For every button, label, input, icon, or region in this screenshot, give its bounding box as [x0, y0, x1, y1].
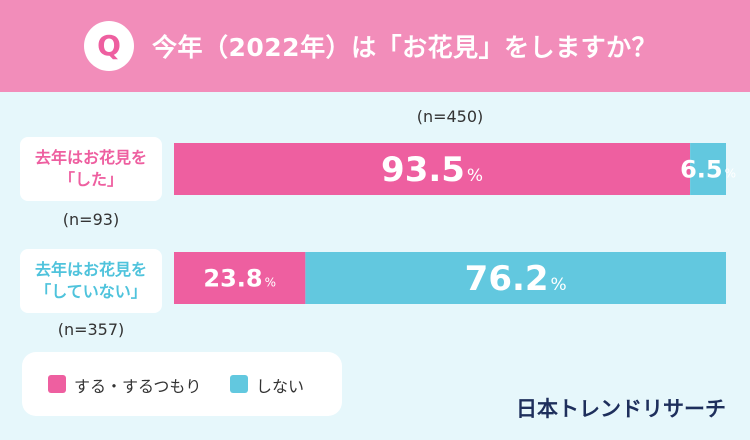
row-label-did-not: 去年はお花見を 「していない」 [20, 249, 162, 313]
legend: する・するつもり しない [22, 352, 342, 416]
question-badge-letter: Q [97, 29, 121, 62]
header-banner: Q 今年（2022年）は「お花見」をしますか？ [0, 0, 750, 92]
row-label-did-line1: 去年はお花見を [34, 148, 147, 167]
data-label-dont-row1: 6.5% [680, 156, 736, 184]
brand-logo-text: 日本トレンドリサーチ [516, 397, 726, 421]
question-title: 今年（2022年）は「お花見」をしますか？ [152, 33, 658, 62]
legend-swatch-dont [230, 375, 248, 393]
legend-label-do: する・するつもり [74, 377, 202, 396]
data-label-dont-row2: 76.2% [465, 259, 567, 299]
bar-do-row2 [174, 252, 306, 304]
question-badge: Q [84, 21, 134, 71]
row-label-did-not-line1: 去年はお花見を [34, 260, 147, 279]
row-sample-size-did-not: (n=357) [57, 320, 125, 339]
data-label-do-row2: 23.8% [203, 265, 276, 293]
legend-label-dont: しない [256, 377, 305, 396]
row-label-did-not-line2: 「していない」 [35, 282, 147, 301]
total-sample-size: (n=450) [416, 107, 484, 126]
row-label-did: 去年はお花見を 「した」 [20, 137, 162, 201]
bar-do-row1 [174, 143, 691, 195]
row-sample-size-did: (n=93) [62, 210, 120, 229]
row-label-did-line2: 「した」 [58, 170, 123, 189]
data-label-do-row1: 93.5% [381, 150, 483, 190]
bar-dont-row1 [690, 143, 726, 195]
bar-dont-row2 [305, 252, 726, 304]
legend-swatch-do [48, 375, 66, 393]
